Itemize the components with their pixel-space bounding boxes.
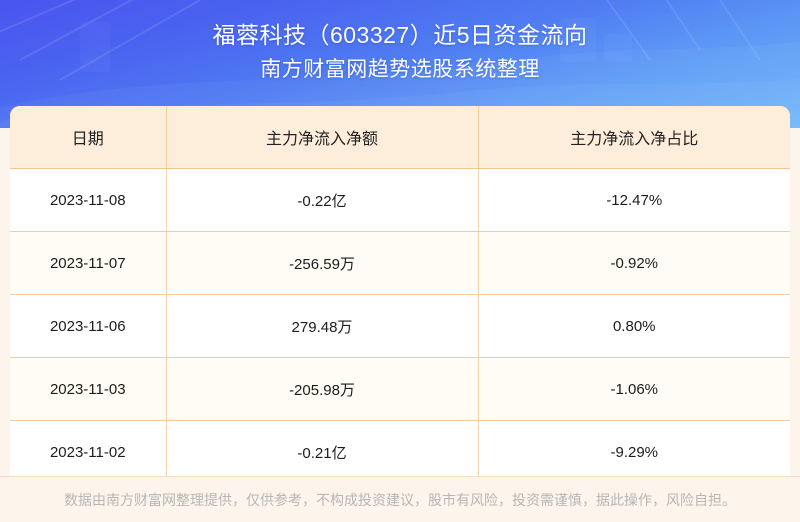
cell-net-amount: -205.98万 [166,357,479,421]
column-header-date: 日期 [10,106,167,169]
disclaimer-text: 数据由南方财富网整理提供，仅供参考，不构成投资建议，股市有风险，投资需谨慎，据此… [64,492,736,508]
cell-net-ratio: -0.92% [478,231,790,295]
column-header-net-amount: 主力净流入净额 [166,106,479,169]
cell-net-ratio: -12.47% [478,168,790,232]
cell-net-ratio: -9.29% [610,443,659,461]
column-header-net-ratio: 主力净流入净占比 [478,106,790,169]
cell-date: 2023-11-08 [10,168,167,232]
table-row: 2023-11-08 -0.22亿 -12.47% [10,168,790,232]
cell-date: 2023-11-03 [10,357,167,421]
cell-net-amount: -0.22亿 [166,168,479,232]
banner-title-group: 福蓉科技（603327）近5日资金流向 南方财富网趋势选股系统整理 [0,0,800,104]
fund-flow-card: 日期 主力净流入净额 主力净流入净占比 2023-11-08 -0.22亿 -1… [10,106,790,483]
cell-net-ratio: -1.06% [478,357,790,421]
cell-net-amount: -0.21亿 [166,420,479,483]
footer-bar: 数据由南方财富网整理提供，仅供参考，不构成投资建议，股市有风险，投资需谨慎，据此… [0,476,800,522]
cell-net-amount: 279.48万 [166,294,479,358]
table-header-row: 日期 主力净流入净额 主力净流入净占比 [10,106,790,169]
cell-date: 2023-11-06 [10,294,167,358]
table-row: 2023-11-03 -205.98万 -1.06% [10,357,790,421]
fund-flow-table: 日期 主力净流入净额 主力净流入净占比 2023-11-08 -0.22亿 -1… [10,106,790,483]
cell-net-amount: -256.59万 [166,231,479,295]
page-subtitle: 南方财富网趋势选股系统整理 [260,58,540,81]
table-row: 2023-11-02 -0.21亿 -9.29% [10,420,790,483]
header-banner: 福蓉科技（603327）近5日资金流向 南方财富网趋势选股系统整理 [0,0,800,128]
cell-date: 2023-11-07 [10,231,167,295]
table-row: 2023-11-07 -256.59万 -0.92% [10,231,790,295]
table-row: 2023-11-06 279.48万 0.80% [10,294,790,358]
table-head: 日期 主力净流入净额 主力净流入净占比 [10,106,790,169]
cell-net-ratio: 0.80% [478,294,790,358]
page-title: 福蓉科技（603327）近5日资金流向 [212,22,588,48]
table-body: 2023-11-08 -0.22亿 -12.47% 2023-11-07 -25… [10,168,790,483]
cell-date: 2023-11-02 [10,420,167,483]
